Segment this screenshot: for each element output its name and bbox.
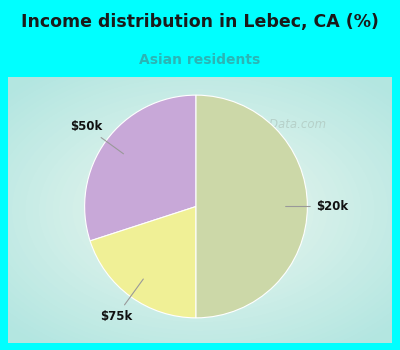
Ellipse shape: [0, 80, 400, 340]
Ellipse shape: [180, 197, 220, 223]
Ellipse shape: [193, 206, 207, 214]
Ellipse shape: [52, 115, 348, 305]
Ellipse shape: [0, 63, 400, 350]
Ellipse shape: [126, 162, 274, 258]
Text: $75k: $75k: [100, 279, 143, 323]
Text: City-Data.com: City-Data.com: [242, 118, 326, 131]
Ellipse shape: [0, 46, 400, 350]
Ellipse shape: [86, 136, 314, 284]
Wedge shape: [85, 95, 196, 241]
Ellipse shape: [0, 54, 400, 350]
Text: $50k: $50k: [70, 120, 124, 154]
Wedge shape: [90, 206, 196, 318]
Ellipse shape: [146, 175, 254, 245]
Ellipse shape: [119, 158, 281, 262]
Ellipse shape: [25, 98, 375, 322]
Ellipse shape: [72, 128, 328, 292]
Ellipse shape: [46, 111, 354, 309]
Ellipse shape: [0, 50, 400, 350]
Ellipse shape: [0, 67, 400, 350]
Ellipse shape: [18, 93, 382, 327]
Ellipse shape: [133, 167, 267, 253]
Ellipse shape: [92, 141, 308, 279]
Ellipse shape: [153, 180, 247, 240]
Ellipse shape: [0, 72, 400, 348]
Ellipse shape: [140, 171, 260, 249]
Ellipse shape: [79, 132, 321, 288]
Text: Income distribution in Lebec, CA (%): Income distribution in Lebec, CA (%): [21, 13, 379, 30]
Ellipse shape: [0, 76, 400, 344]
Ellipse shape: [106, 149, 294, 271]
Ellipse shape: [12, 89, 388, 331]
Ellipse shape: [113, 154, 287, 266]
Ellipse shape: [66, 124, 334, 296]
Ellipse shape: [186, 201, 214, 219]
Ellipse shape: [166, 188, 234, 232]
Ellipse shape: [160, 184, 240, 236]
Ellipse shape: [0, 41, 400, 350]
Wedge shape: [196, 95, 307, 318]
Ellipse shape: [32, 102, 368, 318]
Ellipse shape: [39, 106, 361, 314]
Ellipse shape: [0, 59, 400, 350]
Ellipse shape: [0, 37, 400, 350]
Text: $20k: $20k: [286, 200, 348, 213]
Ellipse shape: [173, 193, 227, 227]
Ellipse shape: [5, 85, 395, 335]
Ellipse shape: [99, 145, 301, 275]
Ellipse shape: [59, 119, 341, 301]
Text: Asian residents: Asian residents: [139, 53, 261, 67]
